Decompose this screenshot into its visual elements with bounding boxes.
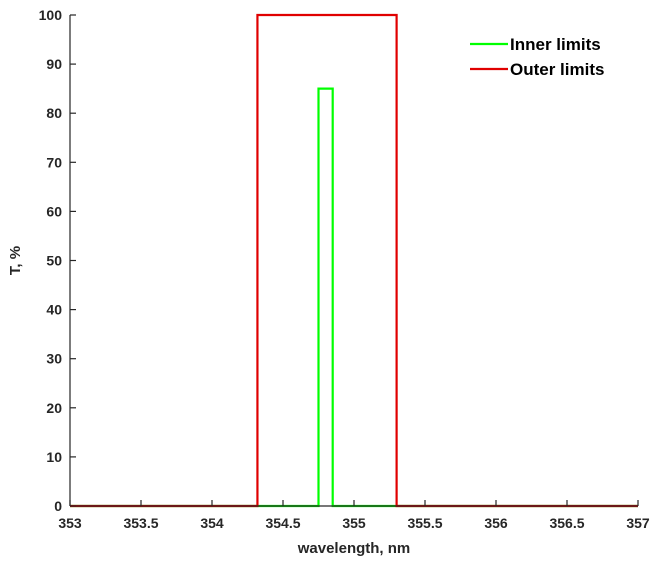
y-tick-label: 20 bbox=[46, 400, 62, 416]
y-tick-label: 90 bbox=[46, 56, 62, 72]
series-line-inner-limits bbox=[70, 87, 638, 508]
x-tick-label: 356.5 bbox=[549, 515, 584, 531]
x-tick-label: 353 bbox=[58, 515, 82, 531]
y-tick-label: 60 bbox=[46, 203, 62, 219]
y-tick-label: 40 bbox=[46, 302, 62, 318]
x-tick-label: 356 bbox=[484, 515, 508, 531]
x-axis-title: wavelength, nm bbox=[297, 540, 411, 557]
legend-label: Inner limits bbox=[510, 35, 601, 54]
x-tick-label: 357 bbox=[626, 515, 650, 531]
y-axis-title: T, % bbox=[7, 246, 24, 275]
x-tick-label: 354.5 bbox=[265, 515, 300, 531]
y-axis-ticks: 0 10 20 30 40 50 60 70 80 90 100 bbox=[39, 7, 76, 514]
y-tick-label: 80 bbox=[46, 105, 62, 121]
series-layer bbox=[70, 13, 638, 508]
legend-label: Outer limits bbox=[510, 60, 604, 79]
axes-layer bbox=[69, 15, 638, 507]
x-tick-label: 353.5 bbox=[123, 515, 158, 531]
x-tick-label: 355 bbox=[342, 515, 366, 531]
y-tick-label: 50 bbox=[46, 253, 62, 269]
series-line-outer-limits bbox=[70, 13, 638, 508]
legend: Inner limits Outer limits bbox=[470, 35, 604, 79]
y-tick-label: 100 bbox=[39, 7, 63, 23]
x-tick-label: 354 bbox=[200, 515, 224, 531]
y-tick-label: 10 bbox=[46, 449, 62, 465]
y-tick-label: 70 bbox=[46, 154, 62, 170]
y-tick-label: 30 bbox=[46, 351, 62, 367]
x-tick-label: 355.5 bbox=[407, 515, 442, 531]
x-axis-ticks: 353 353.5 354 354.5 355 355.5 356 356.5 357 bbox=[58, 500, 650, 531]
y-tick-label: 0 bbox=[54, 498, 62, 514]
